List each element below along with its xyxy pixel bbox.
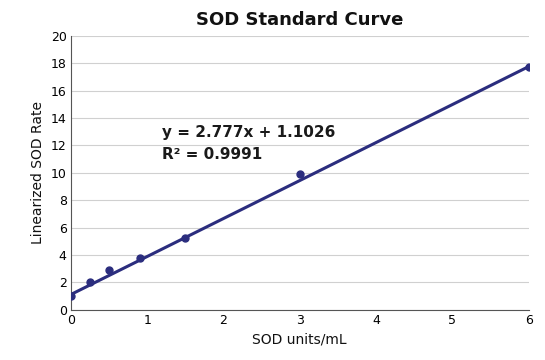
X-axis label: SOD units/mL: SOD units/mL xyxy=(252,332,347,346)
Title: SOD Standard Curve: SOD Standard Curve xyxy=(196,11,403,29)
Y-axis label: Linearized SOD Rate: Linearized SOD Rate xyxy=(31,101,45,244)
Text: y = 2.777x + 1.1026
R² = 0.9991: y = 2.777x + 1.1026 R² = 0.9991 xyxy=(162,125,336,162)
